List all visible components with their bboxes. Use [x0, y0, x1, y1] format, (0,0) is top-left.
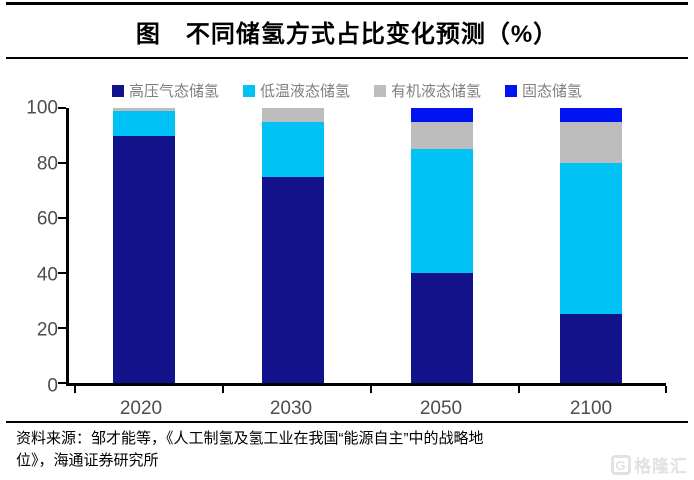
y-axis-labels: 0 20 40 60 80 100 — [22, 99, 60, 396]
x-tick — [664, 386, 667, 393]
y-tick — [58, 107, 66, 109]
legend-label: 有机液态储氢 — [391, 83, 482, 100]
stacked-bar-2020 — [112, 108, 175, 383]
bar-segment — [560, 314, 623, 383]
x-tick — [517, 386, 520, 393]
title-rule — [6, 57, 688, 59]
source-note: 资料来源：邹才能等，《人工制氢及氢工业在我国“能源自主”中的战略地 位》，海通证… — [6, 423, 688, 480]
stacked-bar-2030 — [261, 108, 324, 383]
y-tick — [58, 382, 66, 384]
y-tick — [58, 327, 66, 329]
legend-item: 有机液态储氢 — [374, 80, 481, 101]
legend-swatch-icon — [505, 84, 518, 97]
bar-segment — [112, 108, 175, 111]
y-tick-label: 20 — [36, 319, 58, 341]
bar-slot-2100 — [517, 108, 666, 383]
legend-item: 高压气态储氢 — [111, 80, 219, 101]
bar-segment — [112, 110, 175, 136]
chart: 0 20 40 60 80 100 2020 2030 2050 2100 — [22, 99, 670, 420]
bar-segment — [411, 273, 474, 383]
bar-segment — [411, 149, 474, 273]
x-tick-label: 2050 — [419, 398, 463, 419]
legend-label: 固态储氢 — [522, 83, 583, 100]
y-tick-label: 80 — [36, 153, 58, 175]
y-tick-label: 100 — [26, 97, 58, 119]
legend-label: 低温液态储氢 — [259, 83, 350, 100]
y-tick-label: 40 — [36, 264, 58, 286]
bar-segment — [560, 121, 623, 163]
y-tick — [58, 162, 66, 164]
bar-segment — [560, 163, 623, 315]
y-tick-label: 0 — [47, 375, 58, 397]
legend: 高压气态储氢 低温液态储氢 有机液态储氢 固态储氢 — [0, 80, 694, 101]
x-axis-labels: 2020 2030 2050 2100 — [66, 398, 666, 420]
bar-segment — [560, 108, 623, 122]
watermark: G 格隆汇 — [611, 452, 688, 477]
x-tick — [222, 386, 225, 393]
source-line: 位》，海通证券研究所 — [16, 452, 159, 469]
x-tick-label: 2020 — [119, 398, 163, 419]
bar-segment — [411, 121, 474, 150]
top-rule — [6, 2, 688, 5]
source-line: 资料来源：邹才能等，《人工制氢及氢工业在我国“能源自主”中的战略地 — [16, 430, 484, 447]
x-tick — [74, 386, 77, 393]
bar-slots — [69, 108, 666, 383]
chart-header: 图 不同储氢方式占比变化预测（%） — [6, 2, 688, 59]
footer-rule — [6, 421, 688, 423]
bar-slot-2030 — [218, 108, 367, 383]
legend-swatch-icon — [111, 84, 124, 97]
gelonghui-logo-icon: G — [611, 454, 631, 475]
stacked-bar-2050 — [411, 108, 474, 383]
stacked-bar-2100 — [560, 108, 623, 383]
bar-segment — [261, 176, 324, 383]
legend-item: 固态储氢 — [505, 80, 582, 101]
legend-swatch-icon — [374, 84, 386, 97]
y-tick — [58, 272, 66, 274]
chart-footer: 资料来源：邹才能等，《人工制氢及氢工业在我国“能源自主”中的战略地 位》，海通证… — [6, 421, 688, 480]
bar-slot-2050 — [368, 108, 517, 383]
y-tick — [58, 217, 66, 219]
bar-segment — [112, 135, 175, 383]
legend-swatch-icon — [242, 84, 255, 97]
plot-area — [58, 107, 667, 393]
y-tick-label: 60 — [36, 208, 58, 230]
x-tick-label: 2100 — [569, 398, 613, 419]
legend-label: 高压气态储氢 — [128, 83, 219, 100]
bar-slot-2020 — [69, 108, 218, 383]
x-tick-label: 2030 — [269, 398, 313, 419]
bar-segment — [411, 108, 474, 122]
bar-segment — [261, 121, 324, 177]
chart-title: 图 不同储氢方式占比变化预测（%） — [135, 21, 559, 48]
x-tick — [370, 386, 373, 393]
legend-item: 低温液态储氢 — [242, 80, 350, 101]
watermark-text: 格隆汇 — [634, 457, 688, 476]
bar-segment — [261, 108, 324, 122]
